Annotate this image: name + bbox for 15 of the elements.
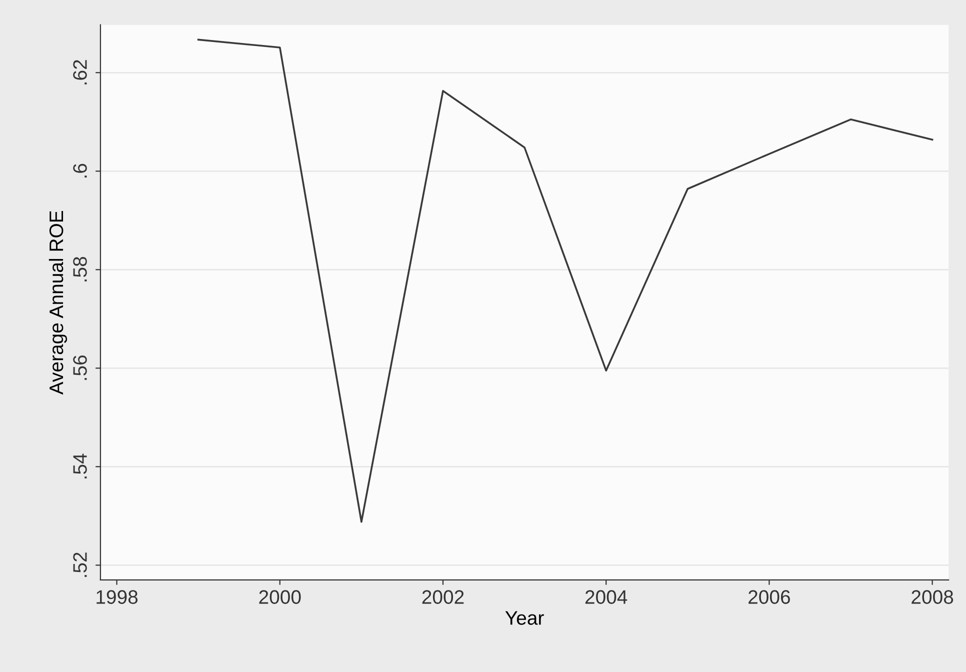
y-tick-label: .58 <box>73 256 87 282</box>
x-tick-label: 2008 <box>912 590 954 604</box>
y-tick-label: .6 <box>73 164 87 178</box>
y-axis-title: Average Annual ROE <box>48 210 68 395</box>
x-tick-label: 2006 <box>748 590 790 604</box>
y-tick-label: .56 <box>73 355 87 380</box>
x-tick-label: 1998 <box>96 590 138 604</box>
y-tick-label: .54 <box>73 454 87 478</box>
x-tick-label: 2004 <box>585 590 628 604</box>
y-tick-label: .62 <box>73 60 87 84</box>
x-tick-label: 2000 <box>259 590 301 604</box>
y-tick-label: .52 <box>73 552 87 577</box>
line-series <box>197 38 934 523</box>
x-tick-label: 2002 <box>422 590 464 604</box>
x-axis-title: Year <box>505 611 544 625</box>
